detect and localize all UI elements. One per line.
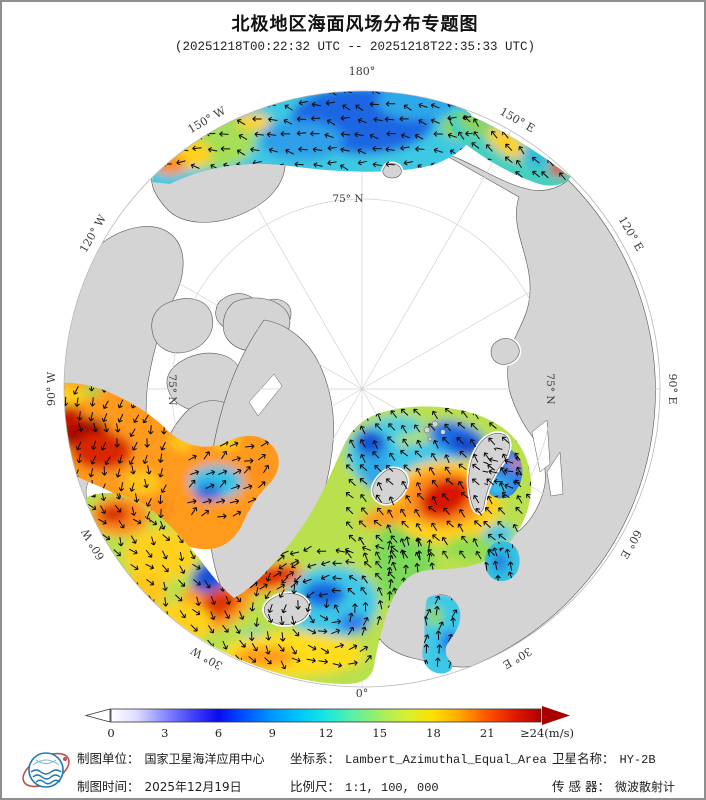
- colorbar-tick: 18: [426, 726, 441, 740]
- page-title: 北极地区海面风场分布专题图: [231, 14, 479, 35]
- colorbar-tick: 12: [319, 726, 334, 740]
- map-body: [64, 91, 660, 687]
- meridian-label: 90° E: [666, 373, 679, 404]
- colorbar-tick: 6: [215, 726, 222, 740]
- colorbar-gradient-bar: [110, 708, 542, 723]
- footer-agency: 制图单位： 国家卫星海洋应用中心: [77, 751, 265, 766]
- footer-scale: 比例尺： 1:1, 100, 000: [290, 779, 439, 795]
- colorbar-tick: 9: [269, 726, 276, 740]
- colorbar-tick: 0: [107, 726, 114, 740]
- logo-satellite-dot-icon: [63, 757, 67, 761]
- footer-crs: 坐标系： Lambert_Azimuthal_Equal_Area: [290, 751, 547, 767]
- parallel-label: 75° N: [166, 374, 178, 405]
- map-boundary-circle: [63, 90, 661, 688]
- parallel-label: 75° N: [544, 373, 556, 404]
- colorbar-left-arrow: [84, 708, 111, 723]
- footer-sensor: 传 感 器： 微波散射计: [552, 779, 675, 794]
- colorbar-right-arrow: [542, 706, 570, 725]
- colorbar-tick: 15: [372, 726, 387, 740]
- wind-arrows: [248, 543, 399, 670]
- meridian-label: 90° W: [45, 371, 58, 406]
- meridian-label: 0°: [356, 687, 369, 700]
- footer-date: 制图时间： 2025年12月19日: [77, 779, 242, 794]
- colorbar-tick: 3: [161, 726, 168, 740]
- nsoas-logo: [22, 752, 70, 788]
- colorbar-max-label: ≥24(m/s): [520, 726, 574, 740]
- colorbar-tick: 21: [480, 726, 495, 740]
- parallel-label: 75° N: [332, 193, 363, 205]
- colorbar: 0 3 6 9 12 15 18 21 ≥24(m/s): [84, 706, 574, 740]
- footer-satellite: 卫星名称： HY-2B: [552, 751, 656, 767]
- time-range-subtitle: (20251218T00:22:32 UTC -- 20251218T22:35…: [174, 40, 536, 54]
- colorbar-tick-labels: 0 3 6 9 12 15 18 21 ≥24(m/s): [107, 726, 574, 740]
- meridian-label: 180°: [349, 65, 376, 78]
